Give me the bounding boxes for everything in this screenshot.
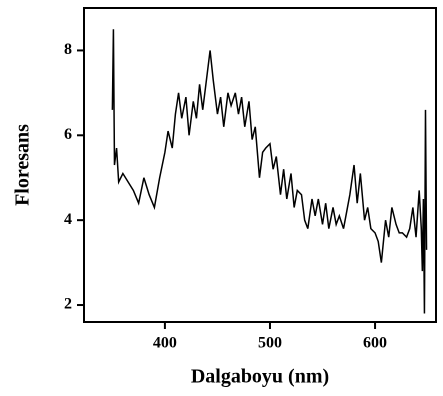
spectrum-line — [111, 29, 428, 314]
x-tick-label: 400 — [153, 335, 177, 352]
y-tick-label: 8 — [64, 41, 72, 58]
y-axis-label: Floresans — [12, 124, 34, 206]
y-tick-label: 6 — [64, 126, 72, 143]
plot-frame — [83, 7, 437, 323]
x-axis-label: Dalgaboyu (nm) — [191, 366, 329, 388]
y-tick-label: 4 — [64, 211, 72, 228]
x-tick-label: 600 — [363, 335, 387, 352]
x-tick-label: 500 — [258, 335, 282, 352]
y-tick-label: 2 — [64, 296, 72, 313]
